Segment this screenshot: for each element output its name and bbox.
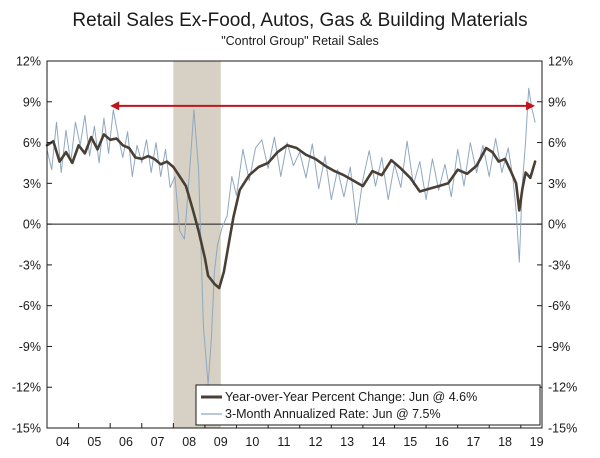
x-tick-label: 17 [466,435,480,449]
y-tick-label-left: 3% [23,177,41,191]
arrow-head-right [526,101,536,111]
y-tick-label-left: -3% [19,258,41,272]
x-tick-label: 16 [435,435,449,449]
x-tick-label: 12 [309,435,323,449]
x-tick-label: 13 [340,435,354,449]
y-tick-label-right: -6% [548,299,570,313]
y-tick-label-right: 6% [548,136,566,150]
series-line-yoy [45,133,537,290]
series-line-ann [46,87,536,385]
x-tick-label: 09 [214,435,228,449]
x-tick-label: 08 [182,435,196,449]
legend-entry-ann: 3-Month Annualized Rate: Jun @ 7.5% [225,407,441,421]
x-tick-label: 05 [87,435,101,449]
y-tick-label-left: -12% [12,381,41,395]
chart-subtitle: "Control Group" Retail Sales [221,34,379,48]
y-tick-label-left: 0% [23,218,41,232]
recession-band [173,61,221,428]
y-tick-label-right: -9% [548,340,570,354]
y-tick-label-right: -15% [548,422,577,436]
y-tick-label-right: -12% [548,381,577,395]
y-tick-label-right: 12% [548,55,573,69]
y-tick-label-right: 9% [548,95,566,109]
x-tick-label: 15 [403,435,417,449]
y-tick-label-right: -3% [548,258,570,272]
x-tick-label: 14 [372,435,386,449]
legend: Year-over-Year Percent Change: Jun @ 4.6… [195,384,541,426]
x-tick-label: 19 [530,435,544,449]
plot-frame [46,60,543,429]
y-tick-label-left: -9% [19,340,41,354]
y-tick-label-left: -6% [19,299,41,313]
legend-box [195,384,541,426]
y-tick-label-left: 6% [23,136,41,150]
chart-title: Retail Sales Ex-Food, Autos, Gas & Build… [72,10,527,31]
arrow-head-left [110,101,120,111]
x-tick-label: 06 [119,435,133,449]
x-tick-label: 18 [498,435,512,449]
y-tick-label-left: 9% [23,95,41,109]
legend-entry-yoy: Year-over-Year Percent Change: Jun @ 4.6… [225,390,477,404]
y-tick-label-left: -15% [12,422,41,436]
x-tick-label: 11 [277,435,290,449]
x-tick-label: 07 [151,435,165,449]
y-tick-label-right: 0% [548,218,566,232]
x-tick-label: 10 [245,435,259,449]
y-tick-label-right: 3% [548,177,566,191]
y-tick-label-left: 12% [16,55,41,69]
x-tick-label: 04 [56,435,70,449]
